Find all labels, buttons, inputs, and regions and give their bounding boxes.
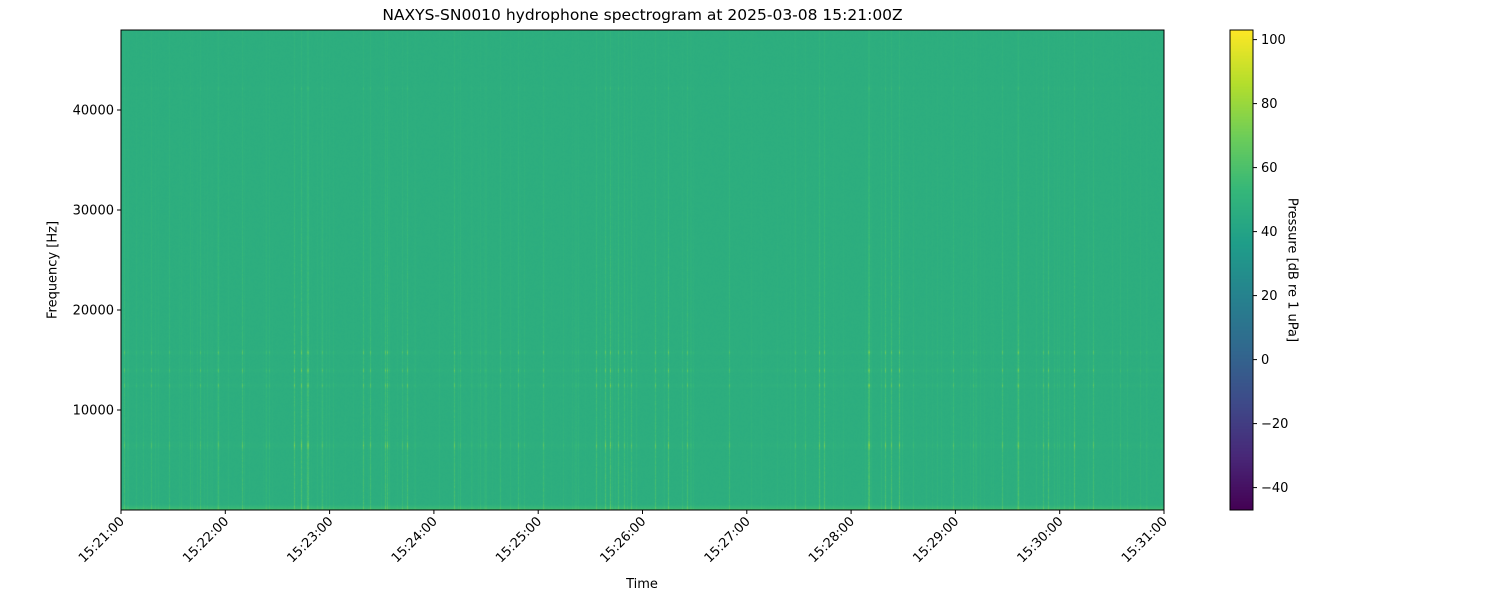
x-tick-label: 15:24:00 bbox=[389, 514, 441, 566]
colorbar-tick-label: 20 bbox=[1261, 289, 1278, 304]
colorbar-tick-label: 40 bbox=[1261, 225, 1278, 240]
colorbar-tick-label: 60 bbox=[1261, 161, 1278, 176]
x-tick-label: 15:27:00 bbox=[702, 514, 754, 566]
x-tick-label: 15:22:00 bbox=[180, 514, 232, 566]
plot-frame bbox=[120, 29, 1165, 511]
x-tick-label: 15:29:00 bbox=[910, 514, 962, 566]
x-axis-label: Time bbox=[626, 577, 658, 592]
colorbar-frame bbox=[1229, 29, 1254, 511]
chart-title: NAXYS-SN0010 hydrophone spectrogram at 2… bbox=[382, 6, 903, 24]
spectrogram-image bbox=[121, 30, 1164, 510]
x-tick-label: 15:30:00 bbox=[1015, 514, 1067, 566]
x-tick-label: 15:26:00 bbox=[597, 514, 649, 566]
colorbar-tick-label: 100 bbox=[1261, 33, 1286, 48]
colorbar bbox=[1230, 30, 1253, 510]
colorbar-tick-label: 0 bbox=[1261, 353, 1269, 368]
colorbar-tick-label: 80 bbox=[1261, 97, 1278, 112]
x-tick-label: 15:25:00 bbox=[493, 514, 545, 566]
x-tick-label: 15:23:00 bbox=[285, 514, 337, 566]
colorbar-label: Pressure [dB re 1 uPa] bbox=[1284, 197, 1300, 343]
colorbar-tick-label: −20 bbox=[1261, 417, 1288, 432]
colorbar-tick-label: −40 bbox=[1261, 481, 1288, 496]
y-tick-label: 30000 bbox=[73, 204, 114, 219]
x-tick-label: 15:31:00 bbox=[1119, 514, 1171, 566]
y-tick-label: 40000 bbox=[73, 104, 114, 119]
y-tick-label: 20000 bbox=[73, 304, 114, 319]
x-tick-label: 15:21:00 bbox=[76, 514, 128, 566]
x-tick-label: 15:28:00 bbox=[806, 514, 858, 566]
y-tick-label: 10000 bbox=[73, 404, 114, 419]
y-axis-label: Frequency [Hz] bbox=[45, 220, 61, 320]
